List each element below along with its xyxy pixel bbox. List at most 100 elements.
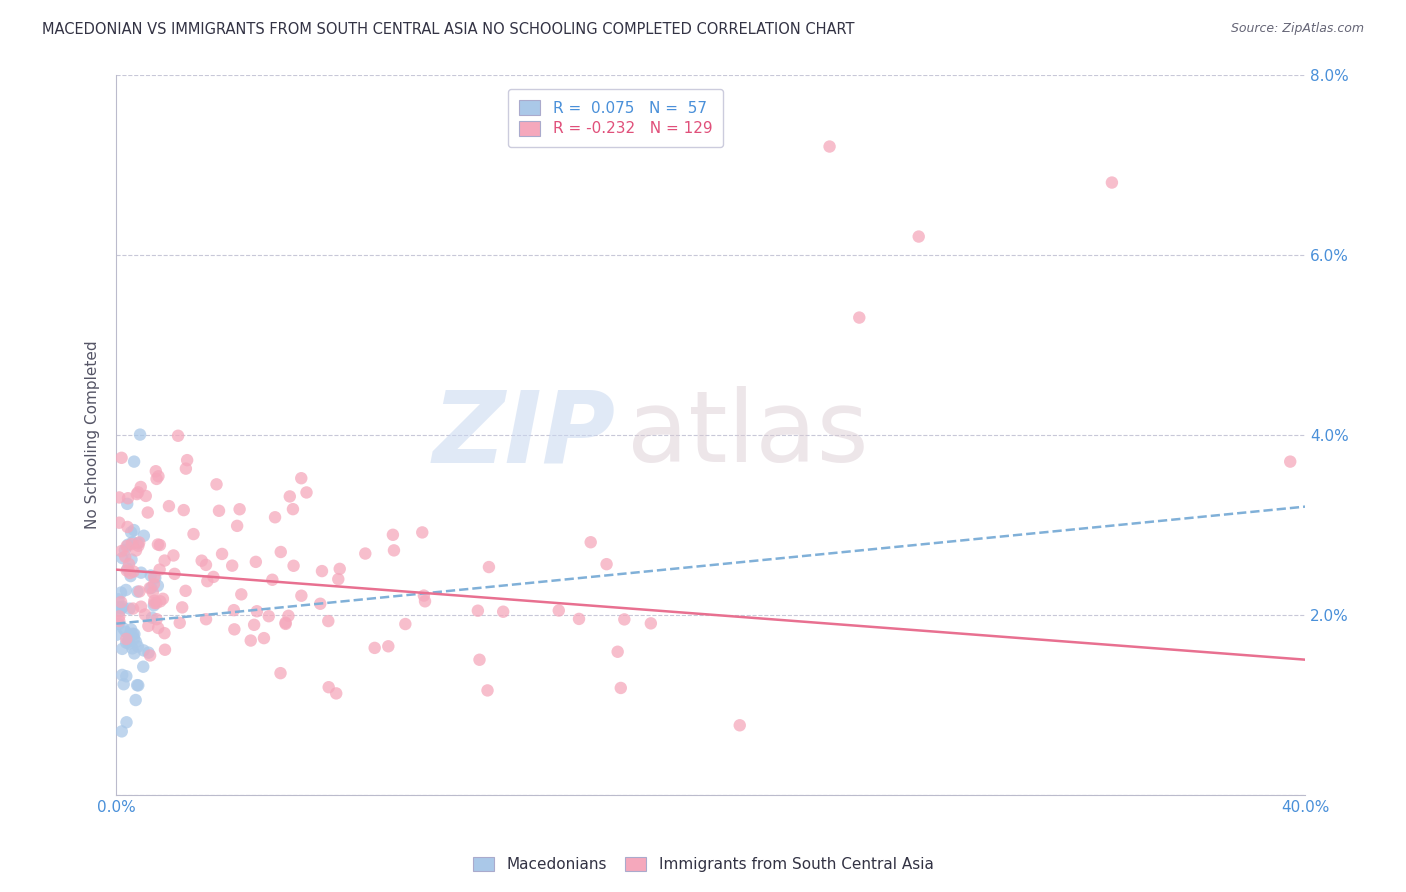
- Point: [149, 594, 172, 608]
- Point: [135, 489, 157, 503]
- Point: [142, 585, 165, 599]
- Point: [277, 608, 299, 623]
- Point: [311, 564, 333, 578]
- Point: [318, 680, 340, 694]
- Point: [595, 557, 617, 571]
- Point: [115, 715, 138, 730]
- Point: [117, 629, 139, 643]
- Point: [143, 593, 166, 607]
- Point: [290, 589, 312, 603]
- Point: [132, 659, 155, 673]
- Point: [128, 584, 150, 599]
- Point: [328, 572, 350, 586]
- Point: [105, 628, 128, 642]
- Point: [257, 609, 280, 624]
- Point: [149, 538, 172, 552]
- Point: [111, 601, 134, 615]
- Point: [146, 621, 169, 635]
- Point: [115, 564, 138, 578]
- Point: [222, 603, 245, 617]
- Point: [121, 535, 143, 549]
- Point: [262, 573, 284, 587]
- Point: [121, 552, 143, 566]
- Text: ZIP: ZIP: [433, 386, 616, 483]
- Point: [363, 640, 385, 655]
- Point: [111, 551, 134, 566]
- Point: [468, 653, 491, 667]
- Point: [354, 547, 377, 561]
- Point: [134, 607, 156, 622]
- Point: [132, 643, 155, 657]
- Point: [141, 610, 163, 624]
- Point: [146, 537, 169, 551]
- Point: [115, 539, 138, 553]
- Point: [121, 537, 143, 551]
- Point: [122, 601, 145, 615]
- Point: [108, 516, 131, 530]
- Point: [394, 617, 416, 632]
- Point: [1101, 176, 1123, 190]
- Point: [316, 614, 339, 628]
- Point: [173, 503, 195, 517]
- Y-axis label: No Schooling Completed: No Schooling Completed: [86, 340, 100, 529]
- Point: [132, 529, 155, 543]
- Point: [139, 568, 162, 582]
- Point: [138, 619, 160, 633]
- Point: [174, 461, 197, 475]
- Point: [274, 615, 297, 630]
- Point: [221, 558, 243, 573]
- Point: [128, 535, 150, 549]
- Point: [907, 229, 929, 244]
- Point: [117, 538, 139, 552]
- Point: [121, 641, 143, 656]
- Point: [377, 640, 399, 654]
- Point: [136, 506, 159, 520]
- Point: [129, 599, 152, 614]
- Point: [124, 627, 146, 641]
- Point: [129, 427, 152, 442]
- Point: [125, 693, 148, 707]
- Point: [211, 547, 233, 561]
- Point: [114, 624, 136, 639]
- Point: [226, 519, 249, 533]
- Point: [112, 677, 135, 691]
- Point: [107, 616, 129, 631]
- Point: [411, 525, 433, 540]
- Point: [127, 485, 149, 500]
- Point: [146, 579, 169, 593]
- Point: [281, 502, 304, 516]
- Point: [110, 585, 132, 599]
- Point: [117, 520, 139, 534]
- Point: [145, 612, 167, 626]
- Point: [246, 604, 269, 618]
- Point: [115, 582, 138, 597]
- Point: [107, 592, 129, 607]
- Point: [224, 623, 246, 637]
- Point: [606, 645, 628, 659]
- Point: [139, 648, 162, 663]
- Point: [122, 632, 145, 646]
- Point: [110, 544, 132, 558]
- Point: [115, 497, 138, 511]
- Point: [162, 549, 184, 563]
- Point: [108, 605, 131, 619]
- Point: [325, 686, 347, 700]
- Text: MACEDONIAN VS IMMIGRANTS FROM SOUTH CENTRAL ASIA NO SCHOOLING COMPLETED CORRELAT: MACEDONIAN VS IMMIGRANTS FROM SOUTH CENT…: [42, 22, 855, 37]
- Point: [145, 596, 167, 610]
- Point: [174, 583, 197, 598]
- Point: [195, 612, 218, 626]
- Legend: Macedonians, Immigrants from South Central Asia: Macedonians, Immigrants from South Centr…: [465, 849, 941, 880]
- Point: [381, 528, 404, 542]
- Point: [112, 621, 135, 635]
- Point: [127, 678, 149, 692]
- Point: [108, 609, 131, 624]
- Point: [157, 499, 180, 513]
- Point: [190, 554, 212, 568]
- Point: [205, 477, 228, 491]
- Point: [640, 616, 662, 631]
- Point: [153, 553, 176, 567]
- Text: atlas: atlas: [627, 386, 869, 483]
- Point: [127, 640, 149, 654]
- Point: [122, 455, 145, 469]
- Point: [1279, 455, 1302, 469]
